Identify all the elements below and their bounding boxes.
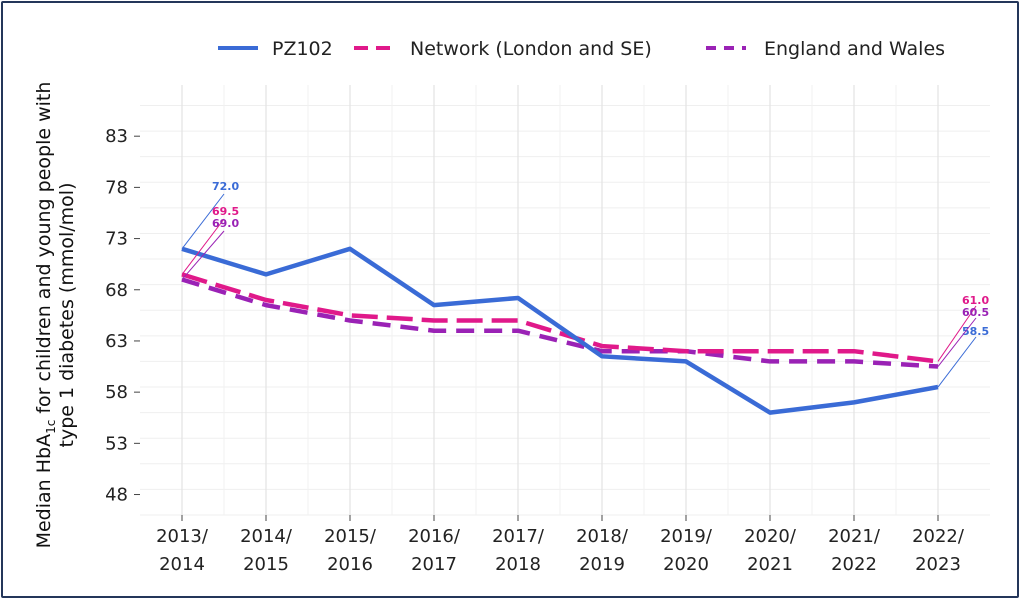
series-line-network-london-and-se xyxy=(181,272,939,364)
x-tick-label: 2020/ xyxy=(744,526,797,547)
series-end-value-label: 60.5 xyxy=(962,306,989,319)
legend-label: Network (London and SE) xyxy=(410,38,652,60)
x-tick-label: 2013/ xyxy=(156,526,209,547)
y-axis-title-line2: type 1 diabetes (mmol/mol) xyxy=(56,183,78,448)
y-axis: 48 53 58 63 68 73 78 83 xyxy=(105,126,140,506)
y-tick-label: 83 xyxy=(105,126,128,147)
end-labels: 72.0 58.5 69.5 61.0 69.0 60.5 xyxy=(181,180,989,388)
x-tick-label: 2022 xyxy=(831,554,877,575)
x-tick-label: 2017/ xyxy=(492,526,545,547)
x-tick-label: 2015 xyxy=(243,554,289,575)
x-tick-label: 2016 xyxy=(327,554,373,575)
x-tick-label: 2023 xyxy=(915,554,961,575)
x-tick-label: 2021/ xyxy=(828,526,881,547)
series-end-value-label: 61.0 xyxy=(962,294,989,307)
legend-label: England and Wales xyxy=(764,38,945,60)
leader-line-start xyxy=(181,193,225,250)
x-tick-label: 2018/ xyxy=(576,526,629,547)
leader-line-end xyxy=(937,336,977,388)
series-start-value-label: 69.0 xyxy=(212,217,239,230)
y-axis-title-subscript: 1c xyxy=(44,420,58,434)
y-tick-label: 78 xyxy=(105,177,128,198)
y-axis-title: Median HbA1c for children and young peop… xyxy=(33,82,58,549)
x-tick-label: 2019/ xyxy=(660,526,713,547)
y-axis-title-part1: Median HbA xyxy=(33,434,55,549)
y-axis-title-part2: for children and young people with xyxy=(33,82,55,420)
x-tick-label: 2020 xyxy=(663,554,709,575)
series-end-value-label: 58.5 xyxy=(962,325,989,338)
legend: PZ102 Network (London and SE) England and … xyxy=(218,38,945,60)
series-line-pz102 xyxy=(181,246,939,415)
y-tick-label: 58 xyxy=(105,382,128,403)
y-tick-label: 53 xyxy=(105,433,128,454)
x-axis: 2013/2014 2014/2015 2015/2016 2016/2017 2017… xyxy=(156,515,965,575)
x-tick-label: 2021 xyxy=(747,554,793,575)
x-tick-label: 2015/ xyxy=(324,526,377,547)
x-tick-label: 2022/ xyxy=(912,526,965,547)
series-start-value-label: 69.5 xyxy=(212,205,239,218)
y-tick-label: 73 xyxy=(105,229,128,250)
leader-line-start xyxy=(181,230,225,280)
y-tick-label: 63 xyxy=(105,331,128,352)
x-tick-label: 2014 xyxy=(159,554,205,575)
leader-line-end xyxy=(937,305,977,362)
x-tick-label: 2017 xyxy=(411,554,457,575)
leader-line-end xyxy=(937,317,977,367)
series-lines xyxy=(181,246,939,415)
x-tick-label: 2019 xyxy=(579,554,625,575)
x-tick-label: 2014/ xyxy=(240,526,293,547)
leader-line-start xyxy=(181,218,225,275)
x-tick-label: 2018 xyxy=(495,554,541,575)
series-start-value-label: 72.0 xyxy=(212,180,239,193)
x-tick-label: 2016/ xyxy=(408,526,461,547)
legend-label: PZ102 xyxy=(272,38,333,60)
y-tick-label: 68 xyxy=(105,280,128,301)
y-tick-label: 48 xyxy=(105,485,128,506)
